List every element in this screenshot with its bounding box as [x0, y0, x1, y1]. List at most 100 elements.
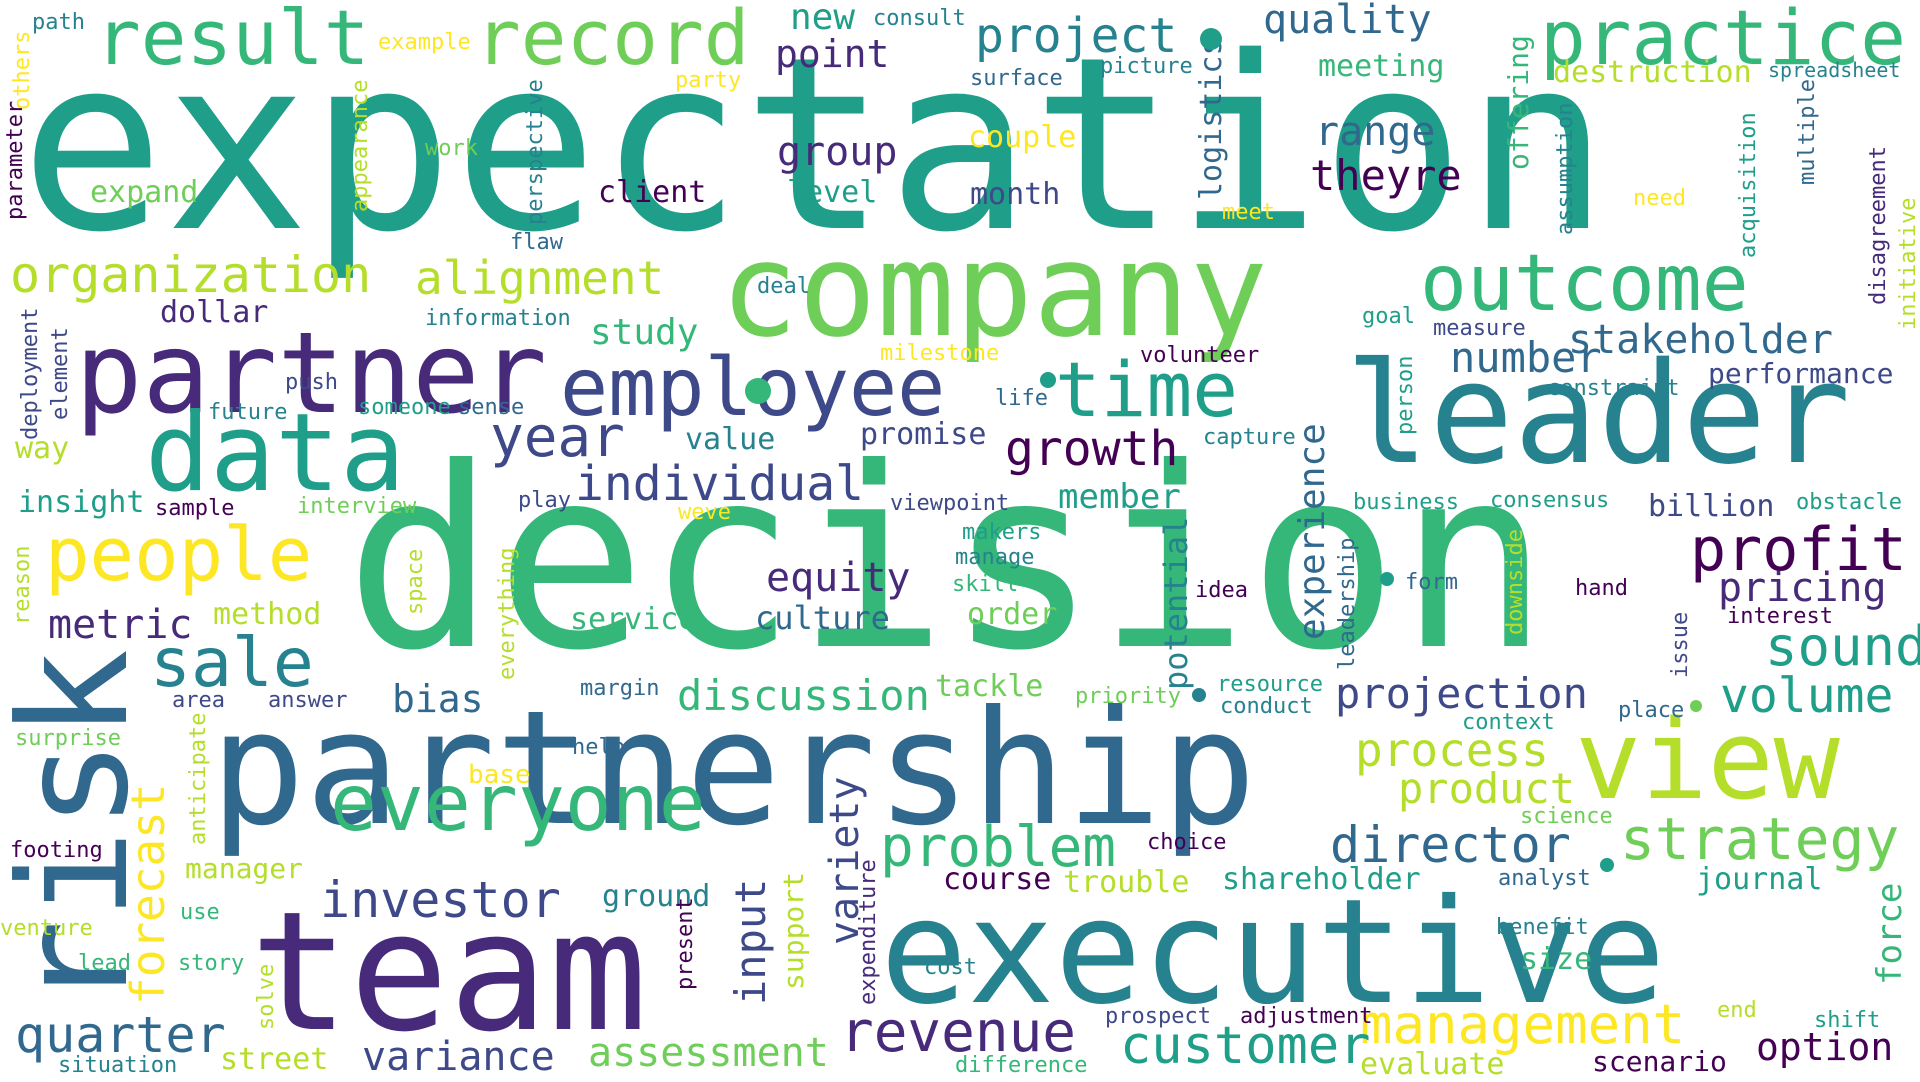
- word: couple: [968, 120, 1077, 155]
- word: use: [180, 900, 220, 925]
- word: acquisition: [1736, 112, 1761, 258]
- word: future: [208, 400, 288, 425]
- word: makers: [962, 520, 1042, 545]
- dot-artifact: [1690, 700, 1702, 712]
- word: end: [1717, 998, 1757, 1023]
- word: order: [967, 597, 1058, 632]
- word: profit: [1690, 515, 1907, 585]
- word: cost: [924, 955, 977, 980]
- word: strategy: [1620, 805, 1900, 873]
- word: base: [468, 760, 531, 790]
- dot-artifact: [745, 378, 771, 404]
- word: service: [570, 602, 697, 637]
- word: anticipate: [186, 712, 211, 845]
- word: billion: [1648, 489, 1775, 524]
- word: dollar: [160, 295, 269, 330]
- word: destruction: [1553, 55, 1752, 90]
- word: member: [1058, 477, 1181, 517]
- word: hand: [1575, 576, 1628, 601]
- word: assessment: [588, 1030, 829, 1076]
- word: study: [590, 312, 699, 353]
- word: sale: [150, 624, 314, 703]
- word: sense: [458, 395, 525, 420]
- word: surface: [970, 66, 1063, 91]
- word: equity: [766, 555, 911, 601]
- word: reason: [10, 545, 35, 625]
- word: outcome: [1420, 239, 1749, 329]
- word: person: [1393, 355, 1418, 435]
- word: journal: [1696, 862, 1823, 897]
- word: form: [1405, 570, 1458, 595]
- word: conduct: [1220, 694, 1313, 719]
- word: practice: [1540, 0, 1907, 82]
- word: footing: [10, 838, 103, 863]
- word: volume: [1720, 668, 1894, 724]
- word: multiple: [1795, 79, 1820, 185]
- word: everything: [495, 547, 520, 680]
- word: perspective: [523, 79, 548, 225]
- word: manager: [185, 852, 304, 885]
- word: difference: [955, 1053, 1088, 1078]
- word: volunteer: [1140, 343, 1260, 368]
- word: consult: [873, 6, 966, 31]
- word: logistics: [1194, 37, 1229, 200]
- word: force: [1870, 882, 1910, 985]
- word: choice: [1147, 830, 1227, 855]
- word: management: [1360, 993, 1686, 1056]
- word: alignment: [415, 251, 665, 305]
- word: company: [720, 214, 1268, 366]
- word: size: [1520, 942, 1593, 977]
- word: potential: [1157, 516, 1195, 690]
- word: capture: [1203, 425, 1296, 450]
- word: downside: [1503, 529, 1528, 635]
- word: element: [48, 327, 73, 420]
- dot-artifact: [1200, 28, 1222, 50]
- word: time: [1055, 345, 1239, 434]
- word: quality: [1263, 0, 1432, 43]
- dot-artifact: [1600, 858, 1614, 872]
- word: disagreement: [1866, 146, 1891, 305]
- word: need: [1633, 186, 1686, 211]
- word: area: [172, 688, 225, 713]
- word: record: [475, 0, 750, 82]
- word: answer: [268, 688, 348, 713]
- word: way: [15, 431, 70, 466]
- word: someone: [358, 395, 451, 420]
- word: partner: [75, 309, 548, 439]
- word: pricing: [1718, 565, 1887, 611]
- word: trouble: [1063, 865, 1190, 900]
- word: quarter: [15, 1006, 226, 1064]
- word: number: [1450, 333, 1602, 382]
- word: place: [1618, 698, 1685, 723]
- word: client: [598, 175, 707, 210]
- word: projection: [1335, 669, 1588, 718]
- word: shareholder: [1222, 862, 1421, 897]
- word: adjustment: [1240, 1004, 1373, 1029]
- word: constraint: [1547, 376, 1680, 401]
- word: shift: [1814, 1008, 1881, 1033]
- word: theyre: [1310, 151, 1462, 200]
- word: appearance: [348, 79, 373, 212]
- word: solve: [254, 963, 279, 1030]
- word: information: [425, 306, 571, 331]
- word: evaluate: [1360, 1047, 1505, 1082]
- word: forecast: [121, 783, 175, 1005]
- word: obstacle: [1796, 490, 1902, 515]
- word: experience: [1292, 423, 1333, 640]
- word: work: [425, 136, 478, 161]
- word: flaw: [510, 230, 563, 255]
- word: team: [250, 876, 648, 1068]
- word: sound: [1765, 615, 1920, 678]
- word: people: [45, 512, 313, 598]
- word: meet: [1222, 200, 1275, 225]
- word: level: [787, 175, 878, 210]
- word: everyone: [330, 759, 706, 849]
- word: decision: [345, 414, 1550, 705]
- word: tackle: [935, 669, 1044, 704]
- word: data: [145, 391, 406, 516]
- word: investor: [320, 871, 561, 929]
- word: view: [1575, 696, 1840, 824]
- word: director: [1330, 816, 1571, 874]
- word: prospect: [1105, 1004, 1211, 1029]
